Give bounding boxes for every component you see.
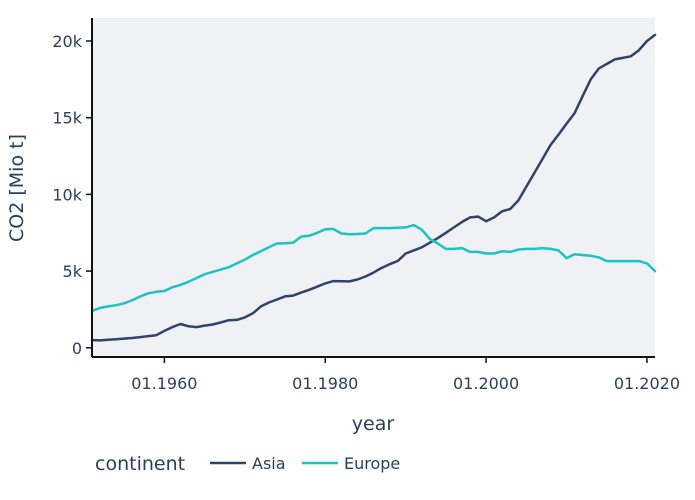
legend-item-europe[interactable]: Europe (302, 454, 400, 473)
legend-title: continent (95, 453, 185, 475)
legend-label: Asia (252, 454, 286, 473)
legend: continent Asia Europe (95, 453, 400, 475)
x-axis-ticks: 01.1960 01.1980 01.2000 01.2020 (131, 357, 680, 393)
legend-items: Asia Europe (210, 454, 400, 473)
plot-area (92, 18, 655, 357)
y-tick-label: 5k (63, 262, 83, 281)
y-tick-label: 20k (52, 32, 82, 51)
x-tick-label: 01.1980 (292, 374, 358, 393)
series-line-asia (90, 33, 657, 342)
y-axis-title: CO2 [Mio t] (6, 134, 28, 242)
y-axis-ticks: 0 5k 10k 15k 20k (52, 32, 92, 358)
y-tick-label: 15k (52, 109, 82, 128)
x-axis-title: year (352, 413, 395, 435)
legend-item-asia[interactable]: Asia (210, 454, 286, 473)
series-line-europe (90, 223, 657, 313)
legend-label: Europe (344, 454, 400, 473)
x-tick-label: 01.2000 (453, 374, 519, 393)
y-tick-label: 10k (52, 185, 82, 204)
y-tick-label: 0 (72, 339, 82, 358)
series-layer (90, 33, 657, 342)
x-tick-label: 01.2020 (614, 374, 680, 393)
x-tick-label: 01.1960 (131, 374, 197, 393)
